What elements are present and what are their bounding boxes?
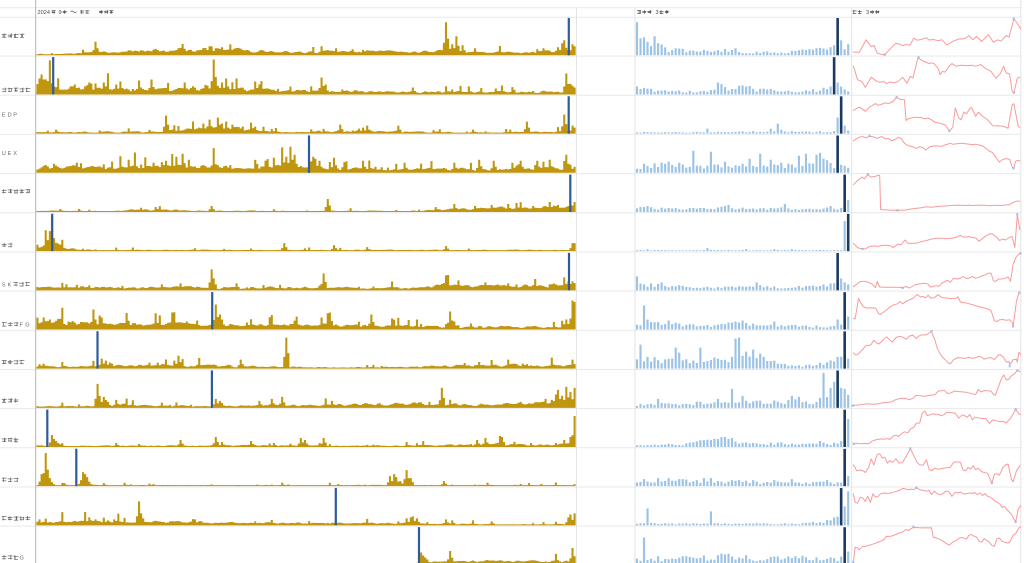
svg-text:G: G <box>25 323 29 329</box>
svg-text:E: E <box>2 112 6 118</box>
svg-text:9: 9 <box>59 10 62 16</box>
svg-text:F: F <box>20 323 24 329</box>
svg-text:3: 3 <box>656 10 659 16</box>
svg-text:K: K <box>8 282 12 288</box>
svg-text:P: P <box>13 112 17 118</box>
svg-text:X: X <box>13 151 17 157</box>
svg-text:S: S <box>2 282 6 288</box>
svg-text:E: E <box>8 151 12 157</box>
svg-text:3: 3 <box>866 10 869 16</box>
svg-text:D: D <box>8 112 12 118</box>
svg-text:2024: 2024 <box>38 10 50 16</box>
svg-text:G: G <box>20 556 24 562</box>
svg-text:U: U <box>2 151 6 157</box>
